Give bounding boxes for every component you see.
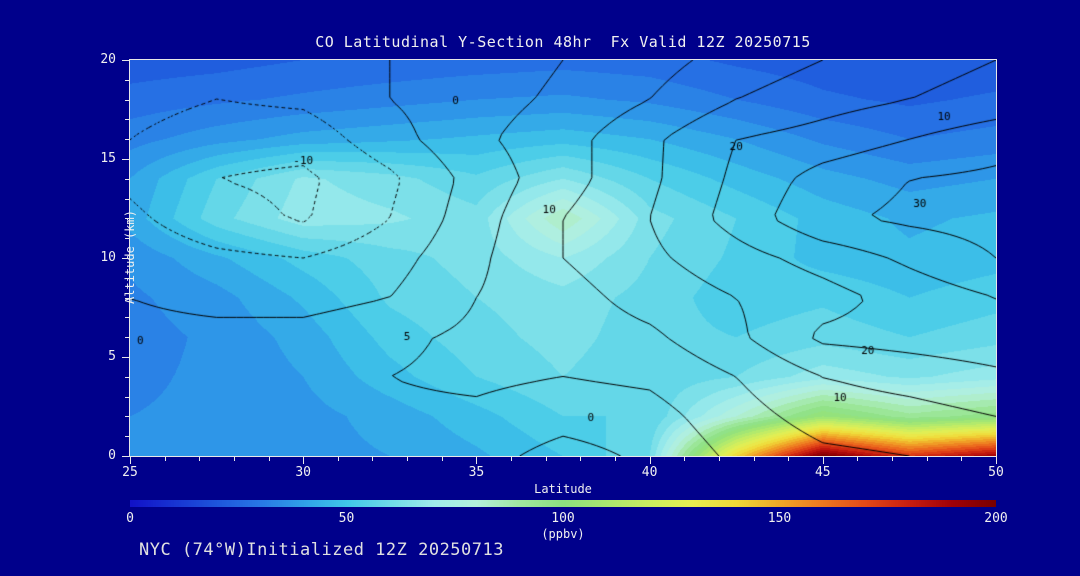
x-tick	[268, 457, 270, 461]
x-tick	[822, 457, 824, 464]
x-tick	[684, 457, 686, 461]
colorbar	[130, 500, 996, 507]
contour-plot-canvas	[130, 60, 996, 456]
y-tick-label: 0	[108, 448, 116, 463]
y-tick	[125, 178, 130, 180]
x-tick	[614, 457, 616, 461]
y-tick	[125, 238, 130, 240]
y-tick	[122, 357, 130, 358]
colorbar-tick-label: 0	[126, 511, 134, 526]
y-tick	[125, 436, 130, 438]
x-tick	[961, 457, 963, 461]
x-tick	[303, 457, 305, 464]
x-tick	[926, 457, 928, 461]
colorbar-tick-label: 150	[767, 511, 792, 526]
y-tick	[125, 396, 130, 398]
y-tick	[122, 60, 130, 61]
y-tick	[125, 297, 130, 299]
x-tick	[996, 457, 997, 464]
x-tick	[753, 457, 755, 461]
y-tick	[125, 337, 130, 339]
x-axis-label: Latitude	[534, 482, 592, 496]
colorbar-tick-label: 200	[984, 511, 1008, 526]
x-tick	[580, 457, 582, 461]
x-tick	[718, 457, 720, 461]
y-tick	[125, 376, 130, 378]
x-tick-label: 25	[122, 465, 138, 480]
y-tick-label: 5	[108, 349, 116, 364]
y-tick	[125, 317, 130, 319]
y-tick	[125, 79, 130, 81]
x-tick	[649, 457, 651, 464]
y-tick	[125, 416, 130, 418]
x-tick-label: 30	[295, 465, 312, 480]
x-tick	[476, 457, 478, 464]
y-tick	[125, 99, 130, 101]
colorbar-units-label: (ppbv)	[541, 527, 585, 541]
x-tick-label: 40	[641, 465, 658, 480]
x-tick	[337, 457, 339, 461]
x-tick-label: 50	[988, 465, 1004, 480]
y-tick	[122, 159, 130, 160]
x-tick	[130, 457, 131, 464]
x-tick	[857, 457, 859, 461]
x-tick	[545, 457, 547, 461]
y-tick	[122, 456, 130, 457]
x-tick-label: 35	[468, 465, 485, 480]
y-tick-label: 20	[100, 52, 116, 67]
y-tick-label: 15	[100, 151, 116, 166]
x-tick	[788, 457, 790, 461]
x-tick	[441, 457, 443, 461]
x-tick	[511, 457, 513, 461]
x-tick	[407, 457, 409, 461]
x-tick	[372, 457, 374, 461]
y-tick	[125, 119, 130, 121]
y-tick	[125, 139, 130, 141]
init-annotation: NYC (74°W)Initialized 12Z 20250713	[139, 540, 504, 560]
plot-area	[129, 59, 997, 457]
colorbar-tick-label: 50	[338, 511, 355, 526]
x-tick-label: 45	[814, 465, 831, 480]
y-tick	[125, 198, 130, 200]
x-tick	[233, 457, 235, 461]
x-tick	[199, 457, 201, 461]
y-axis-label: Altitude (km)	[123, 210, 137, 304]
x-tick	[164, 457, 166, 461]
x-tick	[892, 457, 894, 461]
y-tick	[125, 218, 130, 220]
y-tick	[122, 258, 130, 259]
colorbar-tick-label: 100	[551, 511, 575, 526]
chart-title: CO Latitudinal Y-Section 48hr Fx Valid 1…	[315, 33, 811, 51]
y-tick-label: 10	[100, 250, 116, 265]
y-tick	[125, 277, 130, 279]
